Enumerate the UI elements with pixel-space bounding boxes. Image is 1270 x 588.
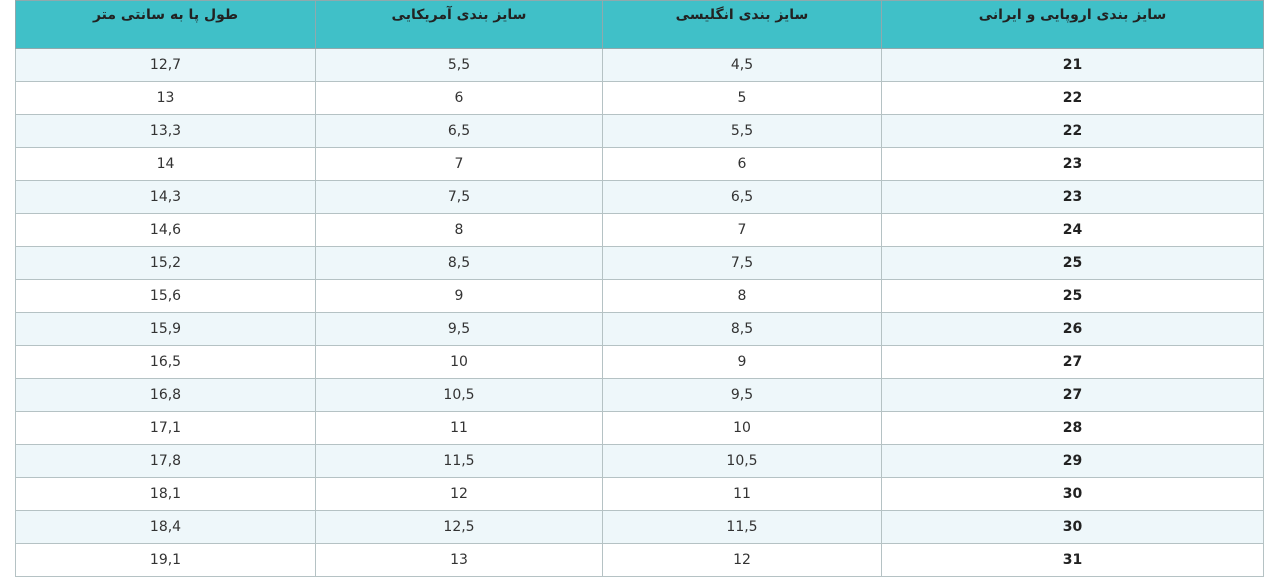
table-cell: 28: [881, 411, 1264, 445]
table-cell: 14: [15, 147, 316, 181]
table-cell: 6,5: [315, 114, 603, 148]
table-cell: 11,5: [315, 444, 603, 478]
table-cell: 25: [881, 246, 1264, 280]
table-cell: 14,3: [15, 180, 316, 214]
table-cell: 5: [602, 81, 882, 115]
table-cell: 14,6: [15, 213, 316, 247]
table-cell: 31: [881, 543, 1264, 577]
table-cell: 19,1: [15, 543, 316, 577]
table-row: 22 5,5 6,5 13,3: [15, 114, 1264, 148]
table-cell: 6: [602, 147, 882, 181]
table-cell: 7: [315, 147, 603, 181]
table-row: 30 11,5 12,5 18,4: [15, 510, 1264, 544]
table-cell: 18,1: [15, 477, 316, 511]
header-cell: سایز بندی انگلیسی: [602, 0, 882, 49]
table-cell: 12,7: [15, 48, 316, 82]
table-cell: 6,5: [602, 180, 882, 214]
table-cell: 13: [15, 81, 316, 115]
table-cell: 10: [602, 411, 882, 445]
table-cell: 23: [881, 180, 1264, 214]
table-row: 28 10 11 17,1: [15, 411, 1264, 445]
table-cell: 27: [881, 378, 1264, 412]
size-table: سایز بندی اروپایی و ایرانی سایز بندی انگل…: [15, 0, 1264, 577]
table-cell: 13: [315, 543, 603, 577]
table-cell: 10: [315, 345, 603, 379]
table-cell: 16,8: [15, 378, 316, 412]
table-cell: 11,5: [602, 510, 882, 544]
table-cell: 7,5: [602, 246, 882, 280]
header-cell: طول پا به سانتی متر: [15, 0, 316, 49]
table-cell: 29: [881, 444, 1264, 478]
table-row: 27 9,5 10,5 16,8: [15, 378, 1264, 412]
table-cell: 12: [602, 543, 882, 577]
table-cell: 24: [881, 213, 1264, 247]
table-row: 29 10,5 11,5 17,8: [15, 444, 1264, 478]
table-cell: 17,8: [15, 444, 316, 478]
table-row: 26 8,5 9,5 15,9: [15, 312, 1264, 346]
table-cell: 7: [602, 213, 882, 247]
table-cell: 30: [881, 510, 1264, 544]
table-row: 30 11 12 18,1: [15, 477, 1264, 511]
table-cell: 6: [315, 81, 603, 115]
table-cell: 10,5: [315, 378, 603, 412]
header-cell: سایز بندی آمریکایی: [315, 0, 603, 49]
table-cell: 25: [881, 279, 1264, 313]
table-row: 24 7 8 14,6: [15, 213, 1264, 247]
table-cell: 15,2: [15, 246, 316, 280]
table-row: 21 4,5 5,5 12,7: [15, 48, 1264, 82]
table-body: 21 4,5 5,5 12,7 22 5 6 13 22 5,5 6,5 13,3 23 6 7 14 23 6,…: [15, 48, 1264, 577]
table-cell: 12: [315, 477, 603, 511]
table-row: 25 7,5 8,5 15,2: [15, 246, 1264, 280]
table-cell: 11: [315, 411, 603, 445]
table-cell: 12,5: [315, 510, 603, 544]
table-cell: 17,1: [15, 411, 316, 445]
table-cell: 11: [602, 477, 882, 511]
table-cell: 18,4: [15, 510, 316, 544]
header-cell: سایز بندی اروپایی و ایرانی: [881, 0, 1264, 49]
table-cell: 22: [881, 81, 1264, 115]
table-cell: 8,5: [315, 246, 603, 280]
table-cell: 10,5: [602, 444, 882, 478]
header-row: سایز بندی اروپایی و ایرانی سایز بندی انگل…: [15, 0, 1264, 49]
table-cell: 8: [315, 213, 603, 247]
table-cell: 21: [881, 48, 1264, 82]
table-row: 27 9 10 16,5: [15, 345, 1264, 379]
table-row: 22 5 6 13: [15, 81, 1264, 115]
table-cell: 15,9: [15, 312, 316, 346]
table-cell: 16,5: [15, 345, 316, 379]
table-cell: 9,5: [315, 312, 603, 346]
table-cell: 9: [315, 279, 603, 313]
table-cell: 27: [881, 345, 1264, 379]
table-cell: 15,6: [15, 279, 316, 313]
table-row: 31 12 13 19,1: [15, 543, 1264, 577]
table-cell: 8: [602, 279, 882, 313]
table-cell: 8,5: [602, 312, 882, 346]
table-row: 23 6 7 14: [15, 147, 1264, 181]
table-cell: 9,5: [602, 378, 882, 412]
table-cell: 7,5: [315, 180, 603, 214]
table-row: 23 6,5 7,5 14,3: [15, 180, 1264, 214]
table-cell: 5,5: [315, 48, 603, 82]
table-cell: 26: [881, 312, 1264, 346]
table-cell: 23: [881, 147, 1264, 181]
table-cell: 13,3: [15, 114, 316, 148]
table-cell: 5,5: [602, 114, 882, 148]
table-cell: 9: [602, 345, 882, 379]
table-cell: 22: [881, 114, 1264, 148]
table-row: 25 8 9 15,6: [15, 279, 1264, 313]
table-cell: 4,5: [602, 48, 882, 82]
table-cell: 30: [881, 477, 1264, 511]
